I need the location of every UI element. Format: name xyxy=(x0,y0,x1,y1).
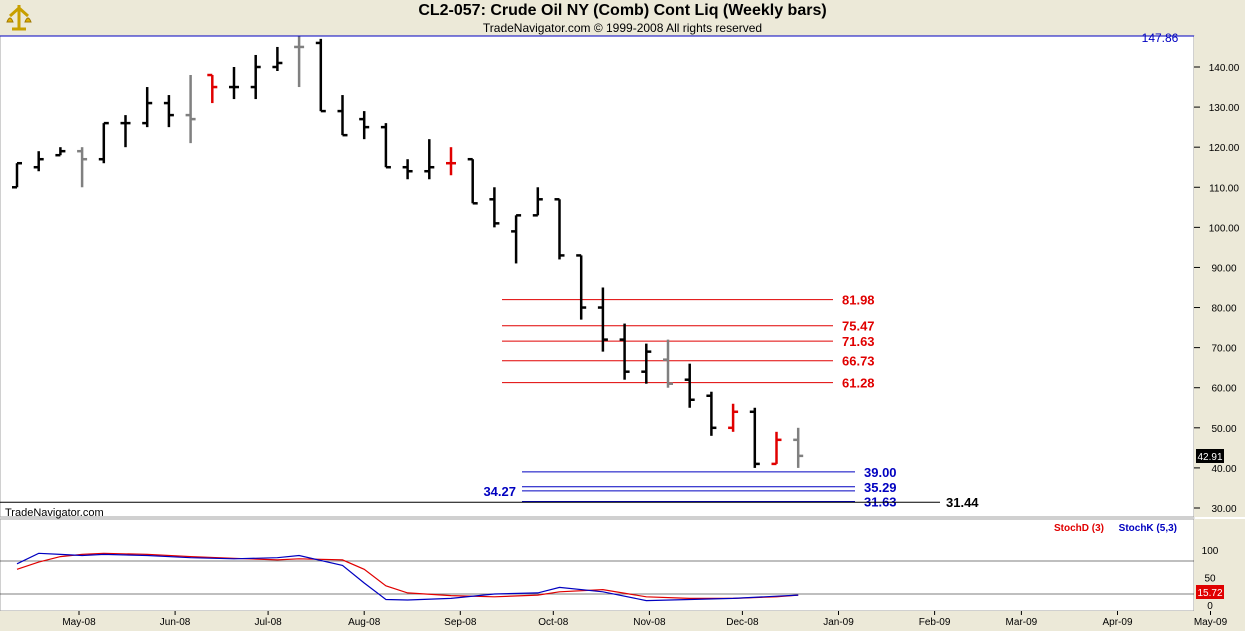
ohlc-bar xyxy=(359,111,370,140)
ohlc-bar xyxy=(597,287,608,352)
price-axis-label: 100.00 xyxy=(1209,223,1240,234)
price-plot-area xyxy=(0,35,1195,518)
ohlc-bar xyxy=(250,54,261,100)
ohlc-bar xyxy=(98,121,109,164)
price-axis-label: 130.00 xyxy=(1209,103,1240,114)
time-axis-label: Oct-08 xyxy=(538,617,568,628)
copyright-subtitle: TradeNavigator.com © 1999-2008 All right… xyxy=(482,21,763,35)
time-axis-label: Feb-09 xyxy=(919,617,951,628)
ohlc-bar xyxy=(402,159,413,180)
ohlc-bar xyxy=(576,254,587,320)
ohlc-bar xyxy=(229,67,239,100)
ohlc-bar xyxy=(641,343,652,384)
ohlc-bar xyxy=(728,403,739,432)
price-axis-label: 70.00 xyxy=(1211,344,1236,355)
ohlc-bar xyxy=(272,46,283,72)
ohlc-bar xyxy=(446,147,456,176)
low-level-label: 31.44 xyxy=(946,495,979,510)
last-price-label: 42.91 xyxy=(1197,452,1222,463)
ohlc-bar xyxy=(489,187,500,228)
ohlc-bar xyxy=(55,147,66,157)
ohlc-bar xyxy=(619,323,630,380)
price-axis-label: 80.00 xyxy=(1211,304,1236,315)
time-axis-label: May-08 xyxy=(62,617,96,628)
ohlc-bar xyxy=(380,123,391,169)
chart-header: CL2-057: Crude Oil NY (Comb) Cont Liq (W… xyxy=(0,0,1245,36)
price-axis-panel xyxy=(1194,36,1245,517)
price-axis-label: 120.00 xyxy=(1209,143,1240,154)
chart-title: CL2-057: Crude Oil NY (Comb) Cont Liq (W… xyxy=(418,2,827,19)
stoch-axis-label: 100 xyxy=(1202,546,1219,557)
stoch-axis-label: 50 xyxy=(1204,574,1216,585)
stoch-series-line xyxy=(16,552,799,600)
ohlc-bar xyxy=(337,95,348,137)
support-level-label: 34.27 xyxy=(483,484,516,499)
stoch-d-legend: StochD (3) xyxy=(1054,523,1104,534)
stoch-series-line xyxy=(16,552,799,602)
time-axis-label: Jan-09 xyxy=(823,617,854,628)
ohlc-bar xyxy=(771,431,782,466)
ohlc-bar xyxy=(185,75,196,144)
ohlc-bar xyxy=(77,147,88,188)
stochastic-panel: 0 50 100 StochD (3) StochK (5,3) 15.72 xyxy=(0,518,1245,612)
price-axis-label: 30.00 xyxy=(1211,504,1236,515)
ohlc-bar xyxy=(684,363,695,408)
fib-level-label: 66.73 xyxy=(842,354,875,369)
ohlc-bar xyxy=(749,407,760,468)
time-axis-label: Nov-08 xyxy=(633,617,666,628)
ohlc-bar xyxy=(663,339,673,388)
price-axis-label: 140.00 xyxy=(1209,63,1240,74)
fib-level-label: 81.98 xyxy=(842,293,875,308)
ohlc-bar xyxy=(33,151,44,172)
time-axis-label: Mar-09 xyxy=(1006,617,1038,628)
ohlc-bar xyxy=(793,427,804,468)
price-axis-label: 110.00 xyxy=(1209,183,1239,194)
stoch-axis-label: 0 xyxy=(1207,601,1213,612)
fib-level-label: 75.47 xyxy=(842,319,875,334)
ohlc-bar xyxy=(120,115,131,148)
watermark-text: TradeNavigator.com xyxy=(5,507,104,519)
ohlc-bar xyxy=(12,161,22,189)
ohlc-bar xyxy=(511,214,522,264)
time-axis-label: Dec-08 xyxy=(726,617,759,628)
time-axis-label: Jun-08 xyxy=(160,617,191,628)
ohlc-bar xyxy=(424,139,435,180)
price-axis-label: 60.00 xyxy=(1211,384,1236,395)
ohlc-bar xyxy=(315,38,326,113)
ohlc-bar xyxy=(532,187,543,217)
ohlc-bar xyxy=(554,198,565,260)
ohlc-bar xyxy=(706,391,717,436)
time-axis-label: Sep-08 xyxy=(444,617,477,628)
price-axis-label: 40.00 xyxy=(1211,464,1236,475)
time-axis: May-08 Jun-08 Jul-08 Aug-08 Sep-08 Oct-08 Nov-… xyxy=(0,611,1245,631)
price-axis-label: 90.00 xyxy=(1211,263,1236,274)
stoch-last-label: 15.72 xyxy=(1197,588,1222,599)
ohlc-bar xyxy=(207,73,218,104)
time-axis-label: Aug-08 xyxy=(348,617,381,628)
stoch-last-box xyxy=(1196,585,1224,599)
fib-level-label: 61.28 xyxy=(842,376,875,391)
last-price-box xyxy=(1196,449,1224,463)
price-axis-label: 50.00 xyxy=(1211,424,1236,435)
ohlc-bar xyxy=(294,35,305,88)
time-axis-panel xyxy=(0,611,1245,631)
ohlc-bar xyxy=(467,157,478,205)
high-level-label: 147.86 xyxy=(1142,31,1179,45)
time-axis-label: Jul-08 xyxy=(254,617,282,628)
stoch-k-legend: StochK (5,3) xyxy=(1119,523,1177,534)
ohlc-bar xyxy=(142,87,153,128)
stoch-plot-area xyxy=(0,518,1195,612)
ohlc-bar xyxy=(163,95,174,128)
trade-navigator-logo-icon xyxy=(6,5,32,31)
support-level-label: 35.29 xyxy=(864,480,897,495)
support-level-label: 39.00 xyxy=(864,465,897,480)
time-axis-label: Apr-09 xyxy=(1102,617,1132,628)
fib-level-label: 71.63 xyxy=(842,334,875,349)
time-axis-label: May-09 xyxy=(1194,617,1228,628)
